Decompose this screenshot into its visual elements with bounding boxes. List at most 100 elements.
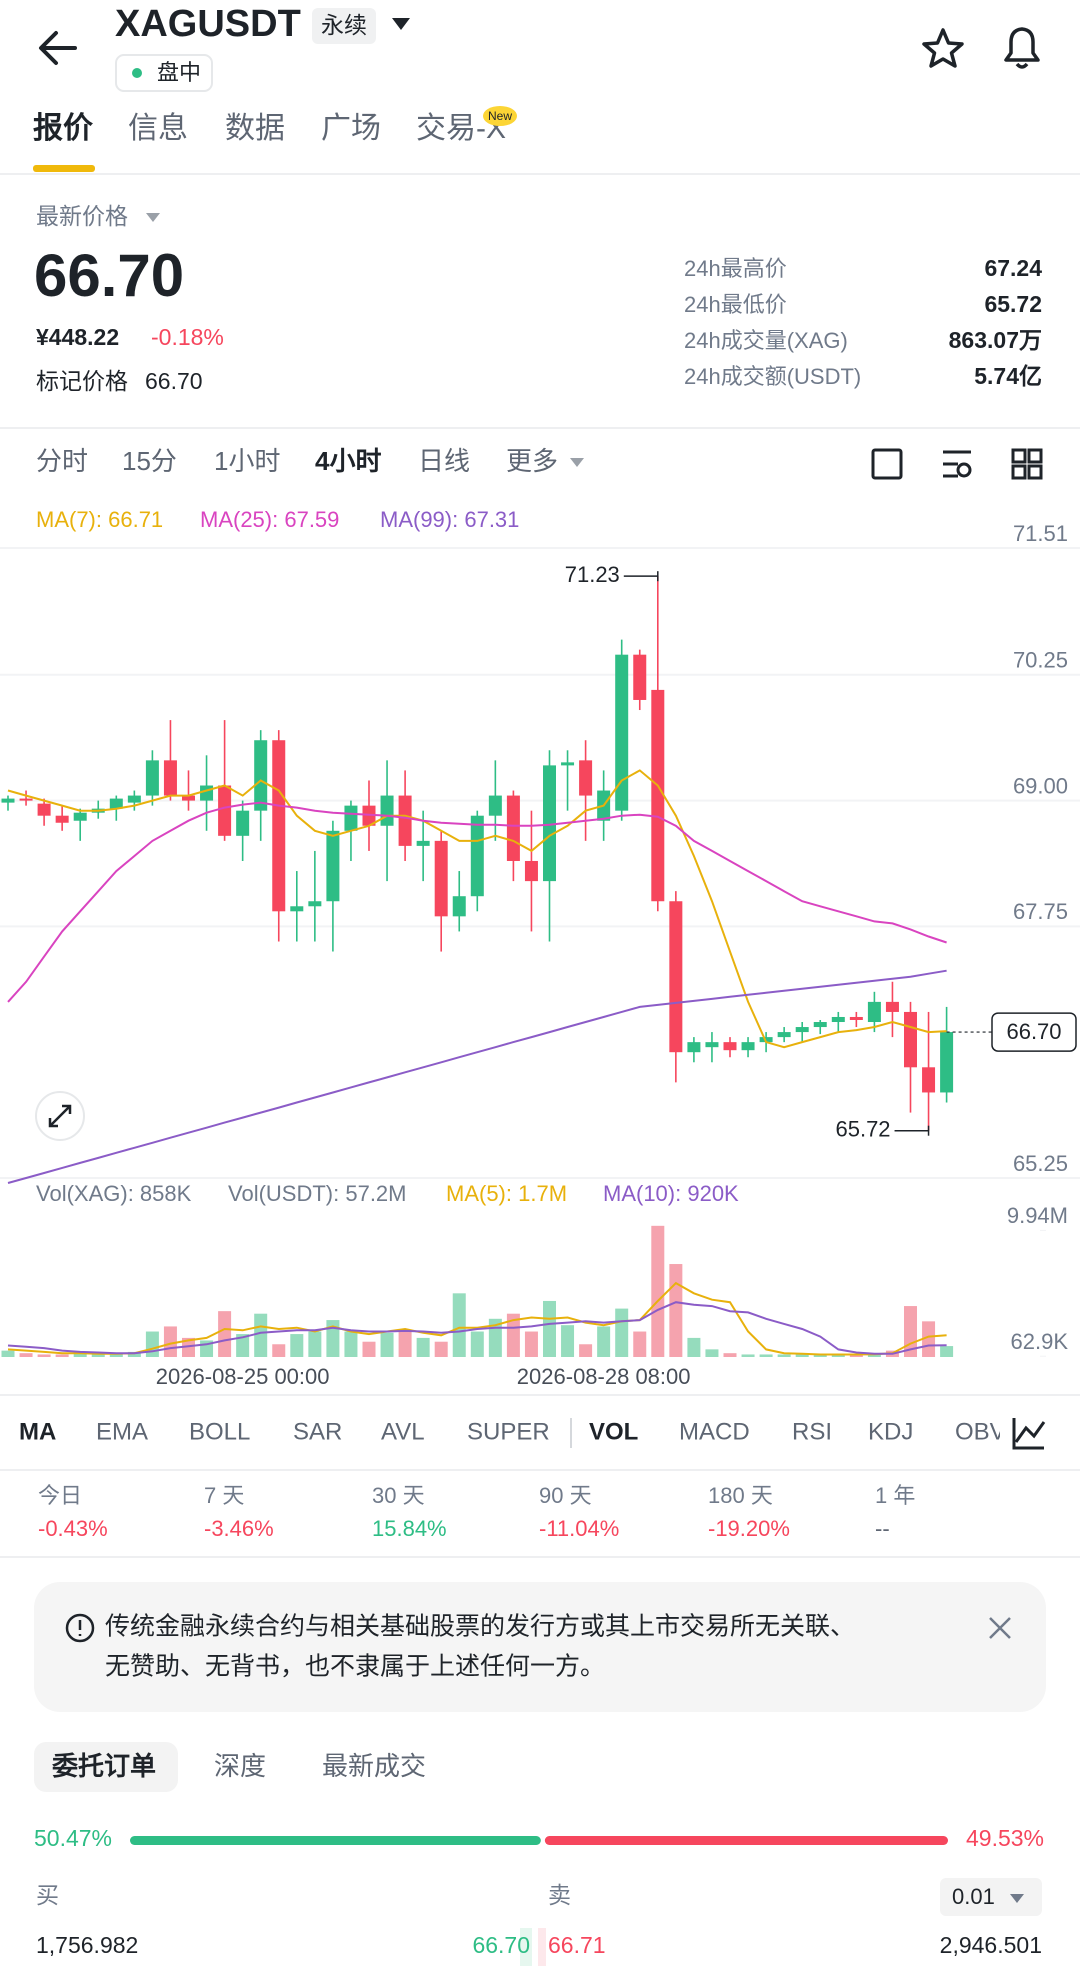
candle-body [741,1042,755,1051]
stat-value: 5.74亿 [974,363,1042,389]
indicator-tab[interactable]: MA [19,1418,56,1445]
candle-body [524,860,538,882]
price-label-dropdown[interactable] [146,213,160,222]
x-tick-label: 2026-08-28 08:00 [517,1364,691,1389]
interval[interactable]: 1小时 [214,446,280,476]
notice-box [34,1582,1046,1712]
interval[interactable]: 4小时 [315,446,381,476]
precision: 0.01 [952,1884,995,1909]
tool-button[interactable] [871,448,903,480]
interval[interactable]: 更多 [506,446,558,476]
volume-bar [506,1313,520,1357]
bid-qty: 1,756.982 [36,1932,138,1958]
sell-ratio: 49.53% [966,1825,1044,1851]
indicator-tab[interactable]: MACD [679,1418,750,1445]
volume-bar [73,1353,87,1357]
volume-ma-legend: MA(5): 1.7M [446,1181,567,1206]
volume-bar [795,1354,809,1357]
volume-bar [470,1331,484,1357]
favorite-button[interactable] [922,28,964,68]
volume-bar [344,1331,358,1357]
candle-body [163,760,177,796]
volume-tick-label: 9.94M [1007,1203,1068,1228]
precision-dropdown [1010,1894,1024,1903]
indicator-tab[interactable]: SUPER [467,1418,550,1445]
candle-body [200,785,214,801]
candle-body [795,1027,809,1033]
notice-close[interactable] [989,1617,1011,1639]
candle-body [777,1032,791,1038]
symbol-title: XAGUSDT [115,3,301,45]
interval[interactable]: 日线 [418,446,470,476]
volume-bar [182,1337,195,1357]
interval[interactable]: 15分 [122,446,177,476]
indicator-tab[interactable]: AVL [381,1418,425,1445]
volume-bar [723,1353,737,1357]
candle-body [290,906,304,912]
candle-body [723,1042,737,1051]
volume-legend: Vol(XAG): 858K [36,1181,192,1206]
symbol-dropdown[interactable] [392,18,410,30]
volume-bar [922,1321,936,1357]
buy-ratio: 50.47% [34,1825,112,1851]
info-icon [65,1613,95,1643]
candle-body [326,830,340,902]
volume-bar [813,1354,827,1357]
candle-body [831,1016,845,1023]
indicator-tab[interactable]: EMA [96,1418,148,1445]
volume-bar [163,1326,177,1357]
order-tab[interactable]: 委托订单 [52,1751,156,1781]
last-price: 66.70 [34,242,184,309]
indicator-tab[interactable]: SAR [293,1418,342,1445]
candle-body [1,798,15,803]
period-label: 7 天 [204,1483,244,1508]
volume-bar [145,1331,159,1357]
period-label: 180 天 [708,1483,773,1508]
candle-body [109,798,123,809]
indicator-tab[interactable]: VOL [589,1418,638,1445]
more-dropdown[interactable] [570,458,584,467]
order-tab[interactable]: 深度 [214,1751,266,1781]
order-tab[interactable]: 最新成交 [322,1751,426,1781]
layout-button[interactable] [1011,448,1043,480]
ma-line [7,969,947,1184]
stat-label: 24h最低价 [684,292,787,317]
tool-button[interactable] [943,450,971,478]
volume-bar [19,1353,33,1357]
tab[interactable]: 广场 [321,112,381,145]
bid-price: 66.70 [472,1932,530,1958]
price-label[interactable]: 最新价格 [36,203,128,229]
indicator-tab[interactable]: RSI [792,1418,832,1445]
sell-label: 卖 [548,1882,571,1908]
tab[interactable]: 报价 [33,112,93,145]
tab[interactable]: 数据 [225,112,285,145]
tool-button[interactable] [956,462,972,478]
contract-badge: 永续 [321,12,367,38]
candle-body [543,765,556,882]
indicator-tab[interactable]: KDJ [868,1418,913,1445]
indicator-tab[interactable]: OBV [955,1418,1006,1445]
candle-body [922,1067,936,1093]
period-change: -19.20% [708,1516,790,1541]
period-change: -0.43% [38,1516,108,1541]
alert-button[interactable] [1004,27,1040,69]
period-change: -- [875,1516,890,1541]
interval[interactable]: 分时 [36,446,88,476]
indicator-tab[interactable]: BOLL [189,1418,250,1445]
volume-bar [579,1344,593,1357]
candle-body [940,1032,954,1093]
stat-label: 24h成交量(XAG) [684,328,848,353]
volume-bar [236,1334,250,1357]
indicator-settings[interactable] [1012,1418,1046,1450]
period-change: -11.04% [539,1516,619,1541]
y-tick-label: 70.25 [1013,648,1068,673]
volume-bar [37,1354,51,1357]
stat-value: 65.72 [984,291,1042,317]
precision-selector[interactable] [940,1878,1042,1916]
volume-bar [831,1354,845,1357]
x-tick-label: 2026-08-25 00:00 [156,1364,330,1389]
tab[interactable]: 信息 [128,112,188,145]
back-button[interactable] [39,31,77,65]
volume-tick-label: 62.9K [1011,1329,1069,1354]
volume-bar [91,1354,105,1357]
